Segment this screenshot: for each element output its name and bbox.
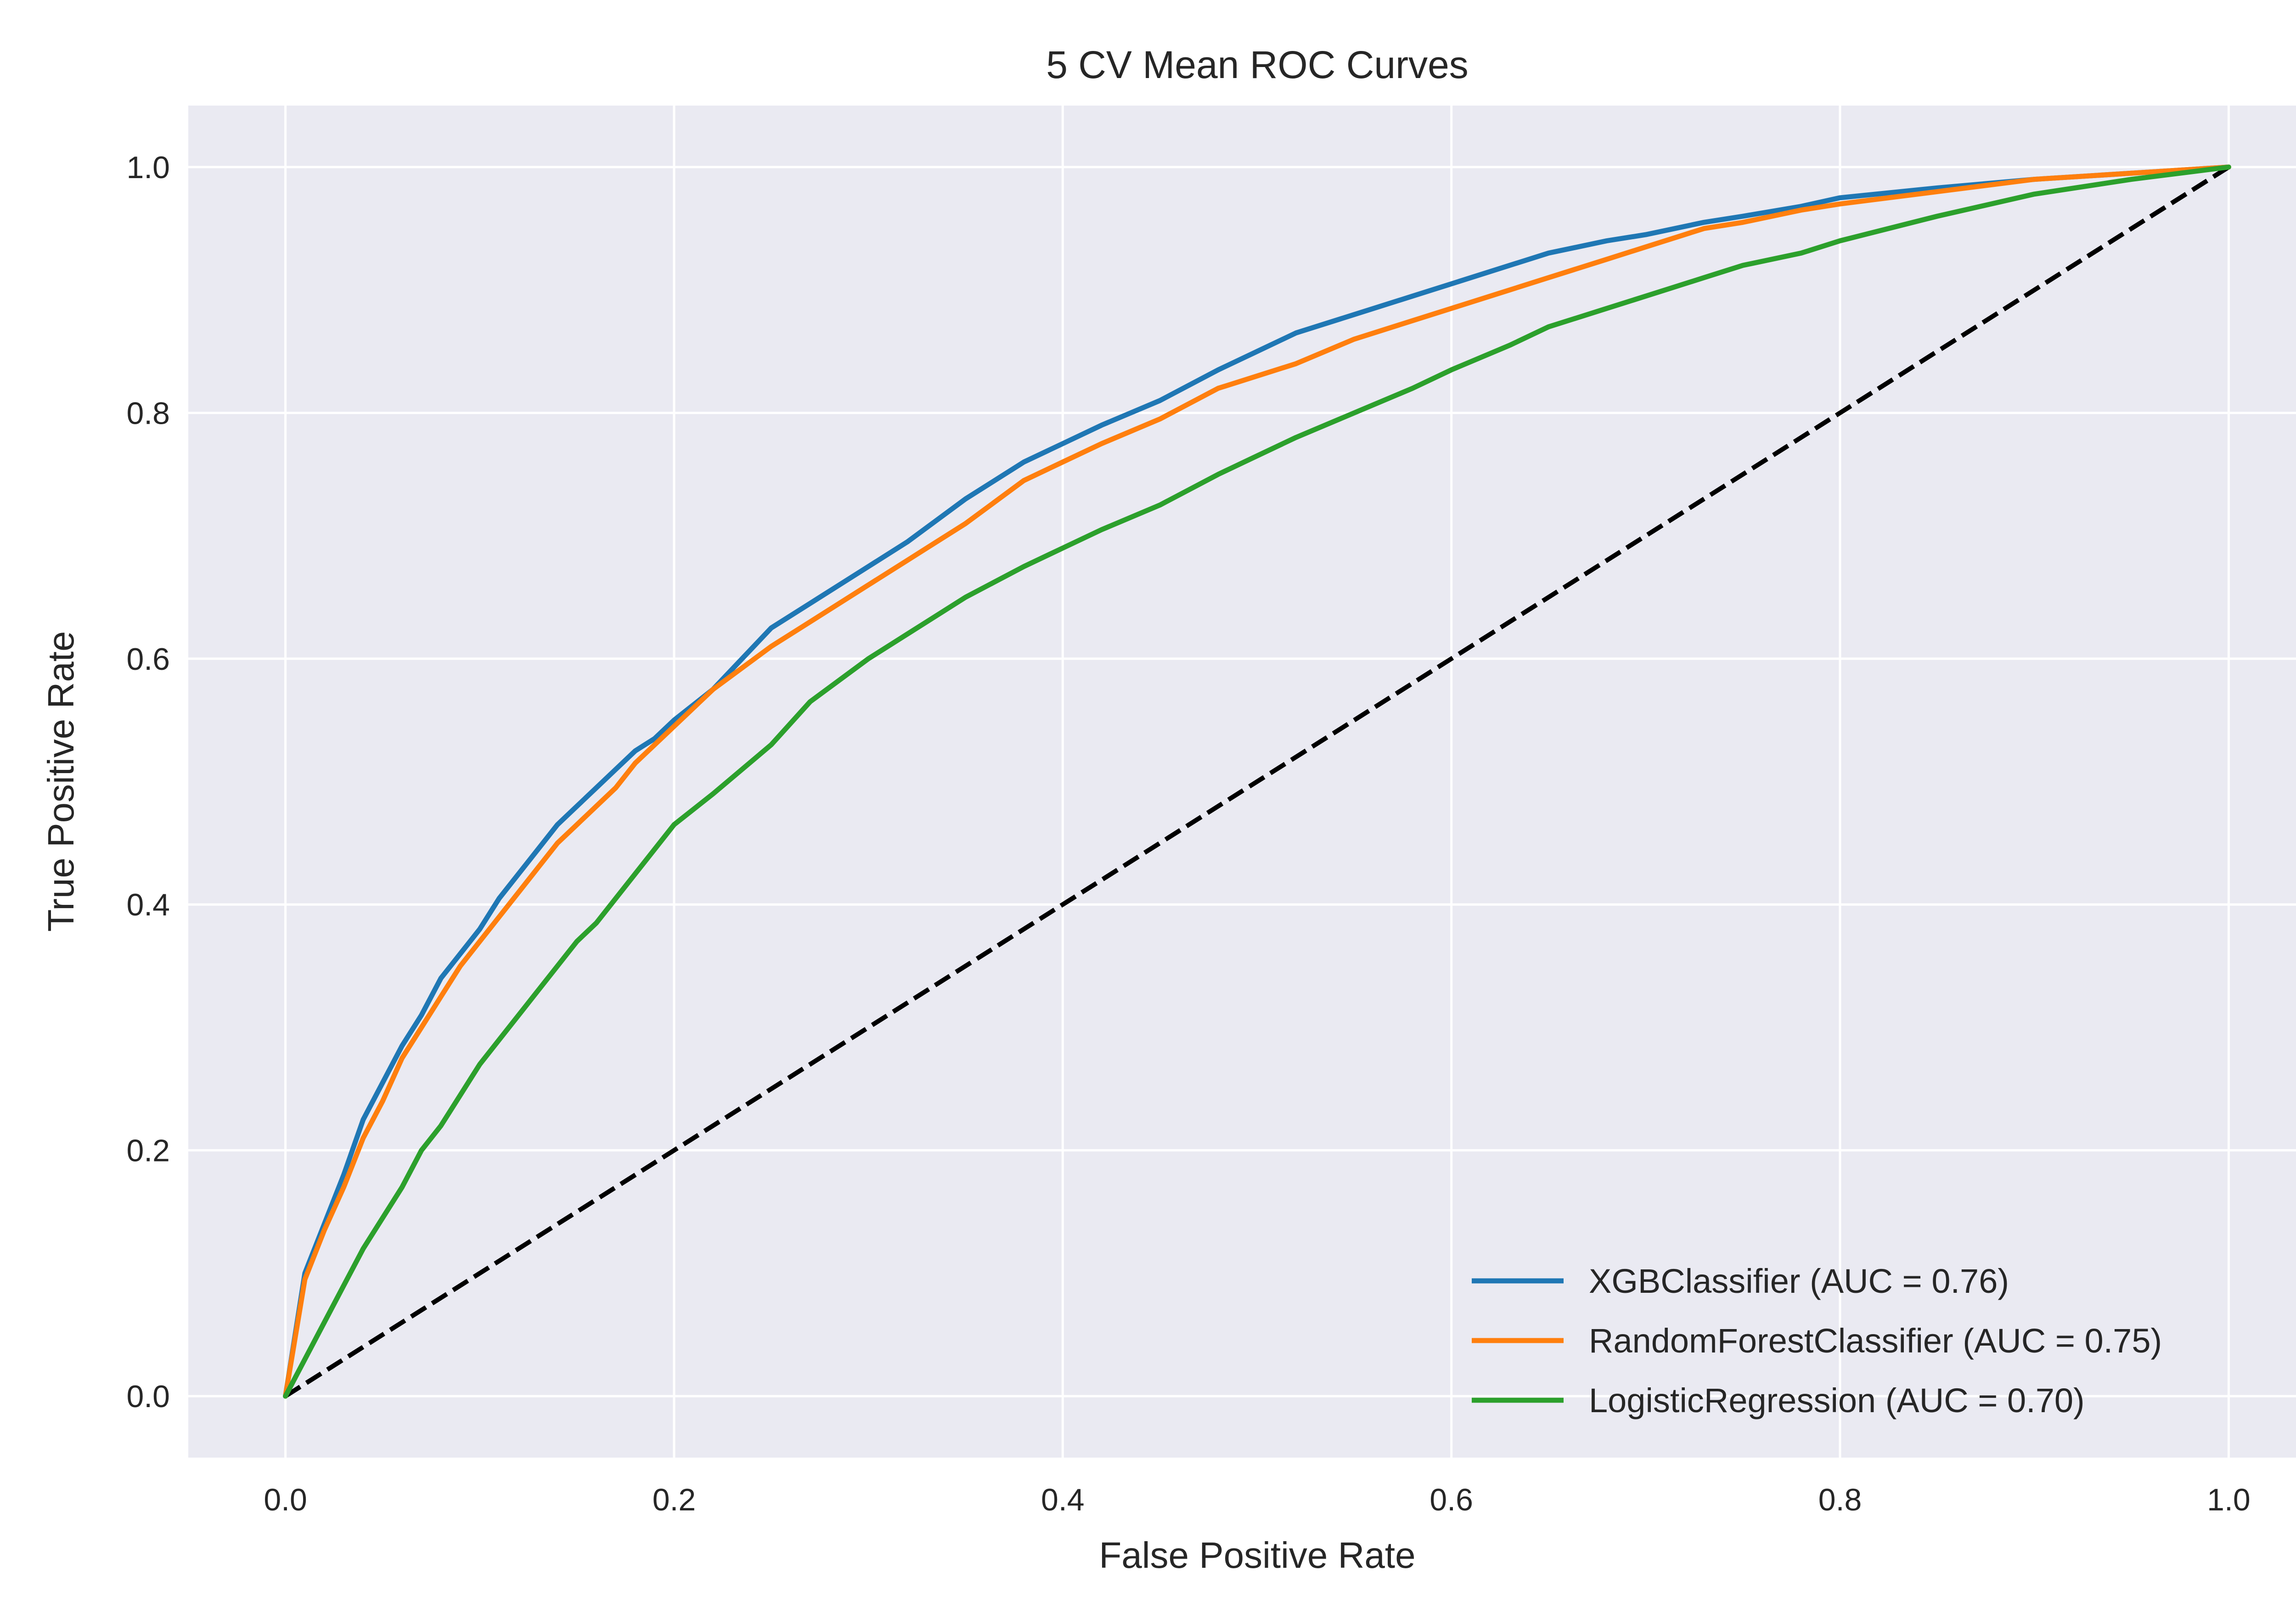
chart-title: 5 CV Mean ROC Curves [1046,43,1469,86]
y-tick-label: 0.4 [126,887,170,922]
x-tick-label: 0.6 [1429,1482,1473,1517]
y-tick-label: 0.8 [126,396,170,431]
x-tick-label: 0.2 [653,1482,696,1517]
y-tick-label: 1.0 [126,150,170,185]
y-tick-label: 0.0 [126,1379,170,1414]
grid-lines [188,106,2296,1458]
y-tick-label: 0.6 [126,642,170,677]
plot-area [188,106,2296,1458]
x-tick-label: 0.4 [1041,1482,1085,1517]
legend-label-logisticregression: LogisticRegression (AUC = 0.70) [1589,1381,2085,1420]
chance-diagonal-line [284,165,2230,1398]
y-axis-label: True Positive Rate [40,631,81,931]
x-tick-label: 0.8 [1818,1482,1862,1517]
xgbclassifier-roc-line [283,164,2231,1399]
series-layer [283,164,2231,1399]
legend-label-xgbclassifier: XGBClassifier (AUC = 0.76) [1589,1262,2009,1300]
x-axis-label: False Positive Rate [1099,1535,1415,1576]
tick-labels: 0.0 0.2 0.4 0.6 0.8 1.0 0.0 0.2 0.4 0.6 0.8 1.0 [126,150,2250,1517]
legend: XGBClassifier (AUC = 0.76) RandomForestCl… [1472,1262,2162,1420]
y-tick-label: 0.2 [126,1133,170,1168]
legend-label-randomforestclassifier: RandomForestClassifier (AUC = 0.75) [1589,1322,2162,1360]
logisticregression-roc-line [283,164,2231,1399]
x-tick-label: 1.0 [2207,1482,2251,1517]
randomforestclassifier-roc-line [283,164,2231,1399]
diagonal-layer [284,165,2230,1398]
x-tick-label: 0.0 [264,1482,307,1517]
